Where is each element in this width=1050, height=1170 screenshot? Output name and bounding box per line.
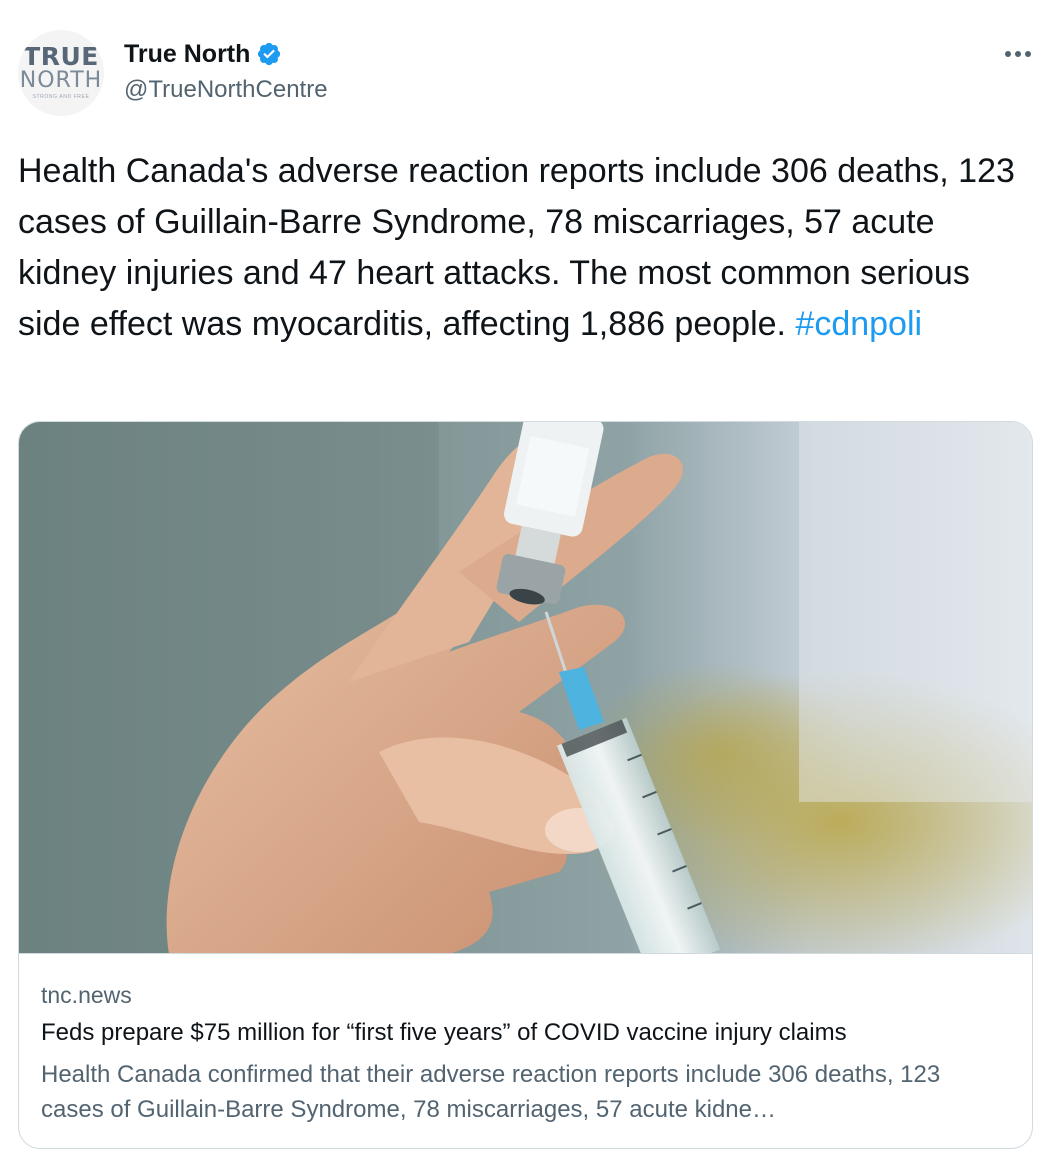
- card-title: Feds prepare $75 million for “first five…: [41, 1019, 847, 1046]
- display-name[interactable]: True North: [124, 40, 251, 68]
- author-handle[interactable]: @TrueNorthCentre: [124, 76, 328, 103]
- avatar-logo-bottom: NORTH: [19, 68, 103, 93]
- card-description: Health Canada confirmed that their adver…: [41, 1061, 941, 1123]
- link-preview-card[interactable]: tnc.news Feds prepare $75 million for “f…: [18, 421, 1033, 1149]
- card-image[interactable]: [19, 422, 1032, 954]
- hashtag-link[interactable]: #cdnpoli: [795, 305, 923, 343]
- avatar-logo-top: TRUE: [23, 42, 99, 71]
- tweet-body: Health Canada's adverse reaction reports…: [18, 152, 1015, 343]
- more-options-button[interactable]: [996, 36, 1040, 72]
- vaccine-syringe-photo: [19, 422, 1032, 953]
- author-name-row: True North: [124, 38, 282, 70]
- more-horizontal-icon: [1004, 45, 1032, 63]
- tweet-text: Health Canada's adverse reaction reports…: [18, 146, 1033, 350]
- verified-badge-icon: [256, 41, 282, 67]
- card-domain: tnc.news: [41, 982, 132, 1008]
- avatar[interactable]: TRUE NORTH STRONG AND FREE: [18, 30, 104, 116]
- avatar-logo-tagline: STRONG AND FREE: [32, 94, 90, 100]
